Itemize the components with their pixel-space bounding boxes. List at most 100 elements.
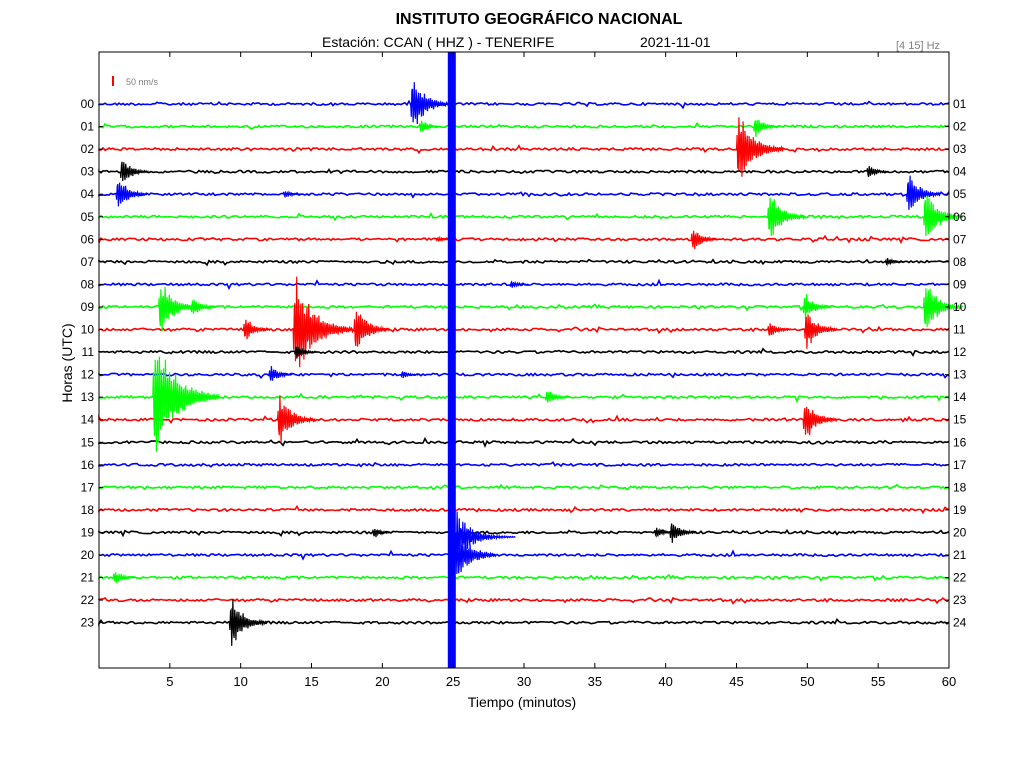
hour-label-right: 16	[953, 435, 967, 449]
trace-row-19	[98, 529, 950, 538]
scale-label: 50 nm/s	[126, 77, 159, 87]
hour-label-right: 20	[953, 525, 967, 539]
hour-label-right: 09	[953, 277, 967, 291]
hour-label-left: 23	[81, 616, 95, 630]
hour-label-right: 14	[953, 390, 967, 404]
trace-row-00	[98, 99, 950, 110]
event-burst	[112, 572, 136, 584]
hour-label-right: 19	[953, 503, 967, 517]
trace-row-11	[98, 347, 950, 357]
event-burst	[228, 599, 268, 646]
event-burst	[190, 298, 217, 314]
x-tick-label: 60	[942, 674, 956, 689]
trace-row-02	[98, 144, 950, 155]
hour-label-left: 11	[82, 345, 95, 359]
trace-row-12	[98, 372, 950, 379]
x-tick-label: 50	[800, 674, 814, 689]
trace-row-16	[98, 461, 950, 468]
hour-label-right: 15	[953, 413, 967, 427]
hour-label-right: 21	[953, 548, 967, 562]
hour-label-right: 02	[953, 120, 967, 134]
trace-row-20	[98, 549, 950, 561]
hour-label-right: 13	[953, 368, 967, 382]
trace-row-05	[98, 211, 950, 222]
hour-label-left: 10	[81, 323, 95, 337]
event-burst	[410, 82, 451, 125]
hour-label-right: 01	[953, 97, 967, 111]
hour-label-left: 12	[81, 368, 95, 382]
x-tick-label: 10	[233, 674, 247, 689]
hour-label-right: 23	[953, 593, 967, 607]
trace-row-17	[98, 483, 950, 491]
event-burst	[653, 527, 675, 538]
hour-label-left: 07	[81, 255, 95, 269]
hour-label-left: 21	[81, 571, 95, 585]
event-burst	[400, 371, 420, 379]
hour-label-right: 22	[953, 571, 967, 585]
hour-label-left: 19	[81, 525, 95, 539]
event-burst	[802, 406, 838, 436]
hour-label-left: 17	[81, 480, 95, 494]
hour-label-left: 08	[81, 277, 95, 291]
event-group	[112, 52, 964, 668]
trace-row-07	[98, 258, 950, 267]
trace-row-13	[98, 392, 950, 404]
saturated-trace-tail	[455, 511, 516, 557]
hour-label-right: 10	[953, 300, 967, 314]
event-burst	[293, 346, 317, 359]
trace-row-08	[98, 278, 950, 291]
hour-label-left: 16	[81, 458, 95, 472]
event-burst	[669, 523, 697, 543]
event-burst	[735, 117, 785, 177]
trace-row-15	[98, 436, 950, 449]
chart-title: INSTITUTO GEOGRÁFICO NACIONAL	[395, 11, 683, 28]
hour-label-left: 05	[81, 210, 95, 224]
hour-label-left: 15	[81, 435, 95, 449]
plot-frame	[98, 51, 950, 669]
hour-label-left: 09	[81, 300, 95, 314]
event-burst	[922, 195, 964, 237]
trace-row-03	[98, 168, 950, 177]
hour-label-left: 02	[81, 142, 95, 156]
hour-label-right: 24	[953, 616, 967, 630]
hour-label-left: 18	[81, 503, 95, 517]
event-burst	[922, 288, 964, 327]
event-burst	[905, 175, 941, 210]
station-line: Estación: CCAN ( HHZ ) - TENERIFE	[322, 34, 555, 50]
event-burst	[544, 391, 569, 403]
trace-group	[98, 99, 950, 627]
event-burst	[690, 230, 719, 250]
event-burst	[115, 182, 148, 207]
x-tick-label: 45	[729, 674, 743, 689]
x-tick-label: 55	[871, 674, 885, 689]
event-burst	[802, 294, 832, 320]
hour-label-left: 01	[81, 120, 95, 134]
event-burst	[152, 356, 220, 452]
event-burst	[242, 319, 271, 340]
x-tick-label: 40	[658, 674, 672, 689]
x-tick-label: 30	[517, 674, 531, 689]
hour-label-right: 04	[953, 165, 967, 179]
x-tick-label: 20	[375, 674, 389, 689]
record-date: 2021-11-01	[640, 34, 711, 50]
hour-label-right: 11	[953, 323, 966, 337]
hour-label-right: 08	[953, 255, 967, 269]
hour-label-left: 13	[81, 390, 95, 404]
event-burst	[353, 311, 391, 347]
event-burst	[157, 286, 199, 332]
event-burst	[282, 190, 303, 199]
trace-row-04	[98, 191, 950, 199]
event-burst	[767, 323, 792, 336]
event-burst	[292, 276, 354, 368]
y-axis-label: Horas (UTC)	[59, 323, 75, 402]
hour-label-left: 04	[81, 187, 95, 201]
trace-row-18	[98, 504, 950, 515]
event-burst	[752, 119, 779, 137]
hour-label-left: 22	[81, 593, 95, 607]
hour-label-right: 07	[953, 232, 967, 246]
x-axis-label: Tiempo (minutos)	[468, 694, 576, 710]
trace-row-21	[98, 573, 950, 583]
event-burst	[803, 314, 838, 349]
x-tick-label: 25	[446, 674, 460, 689]
x-tick-label: 35	[588, 674, 602, 689]
